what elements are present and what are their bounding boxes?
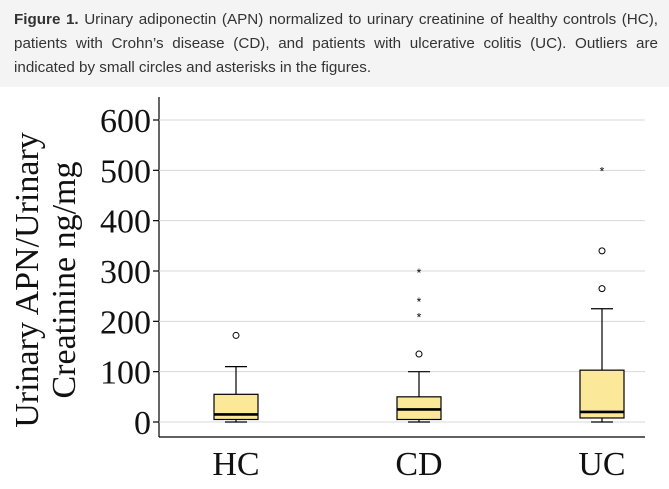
- outlier-star: *: [417, 266, 422, 280]
- y-tick-label-0: 0: [134, 405, 151, 442]
- outlier-star: *: [600, 164, 605, 178]
- x-tick-label-UC: UC: [578, 446, 625, 483]
- y-axis-title-line-2: Creatinine ng/mg: [46, 161, 83, 398]
- box-UC: *: [579, 164, 625, 423]
- y-tick-label-100: 100: [100, 355, 151, 392]
- y-tick-label-400: 400: [100, 204, 151, 241]
- box-HC: [213, 331, 259, 423]
- x-tick-label-HC: HC: [212, 446, 259, 483]
- y-tick-label-300: 300: [100, 254, 151, 291]
- y-ticks: 0 100 200 300 400 500 600: [100, 103, 645, 442]
- figure-caption: Figure 1. Urinary adiponectin (APN) norm…: [14, 8, 658, 80]
- caption-text: Urinary adiponectin (APN) normalized to …: [14, 11, 658, 76]
- outlier-star: *: [417, 295, 422, 309]
- outlier-circle: [598, 285, 606, 293]
- outlier-circle: [598, 247, 606, 255]
- outlier-circle: [415, 350, 423, 358]
- x-tick-label-CD: CD: [395, 446, 442, 483]
- y-tick-label-600: 600: [100, 103, 151, 140]
- x-tick-labels: HC CD UC: [212, 446, 625, 483]
- boxes: ****: [213, 164, 625, 423]
- iqr-box: [579, 369, 625, 419]
- y-tick-label-200: 200: [100, 304, 151, 341]
- y-axis-title-line-1: Urinary APN/Urinary: [9, 132, 46, 428]
- outlier-circle: [232, 331, 240, 339]
- axes: [158, 97, 645, 438]
- box-CD: ***: [396, 266, 442, 423]
- outlier-star: *: [417, 310, 422, 324]
- y-axis-title: Urinary APN/Urinary Creatinine ng/mg: [9, 132, 83, 428]
- y-tick-label-500: 500: [100, 153, 151, 190]
- caption-label: Figure 1.: [14, 11, 79, 28]
